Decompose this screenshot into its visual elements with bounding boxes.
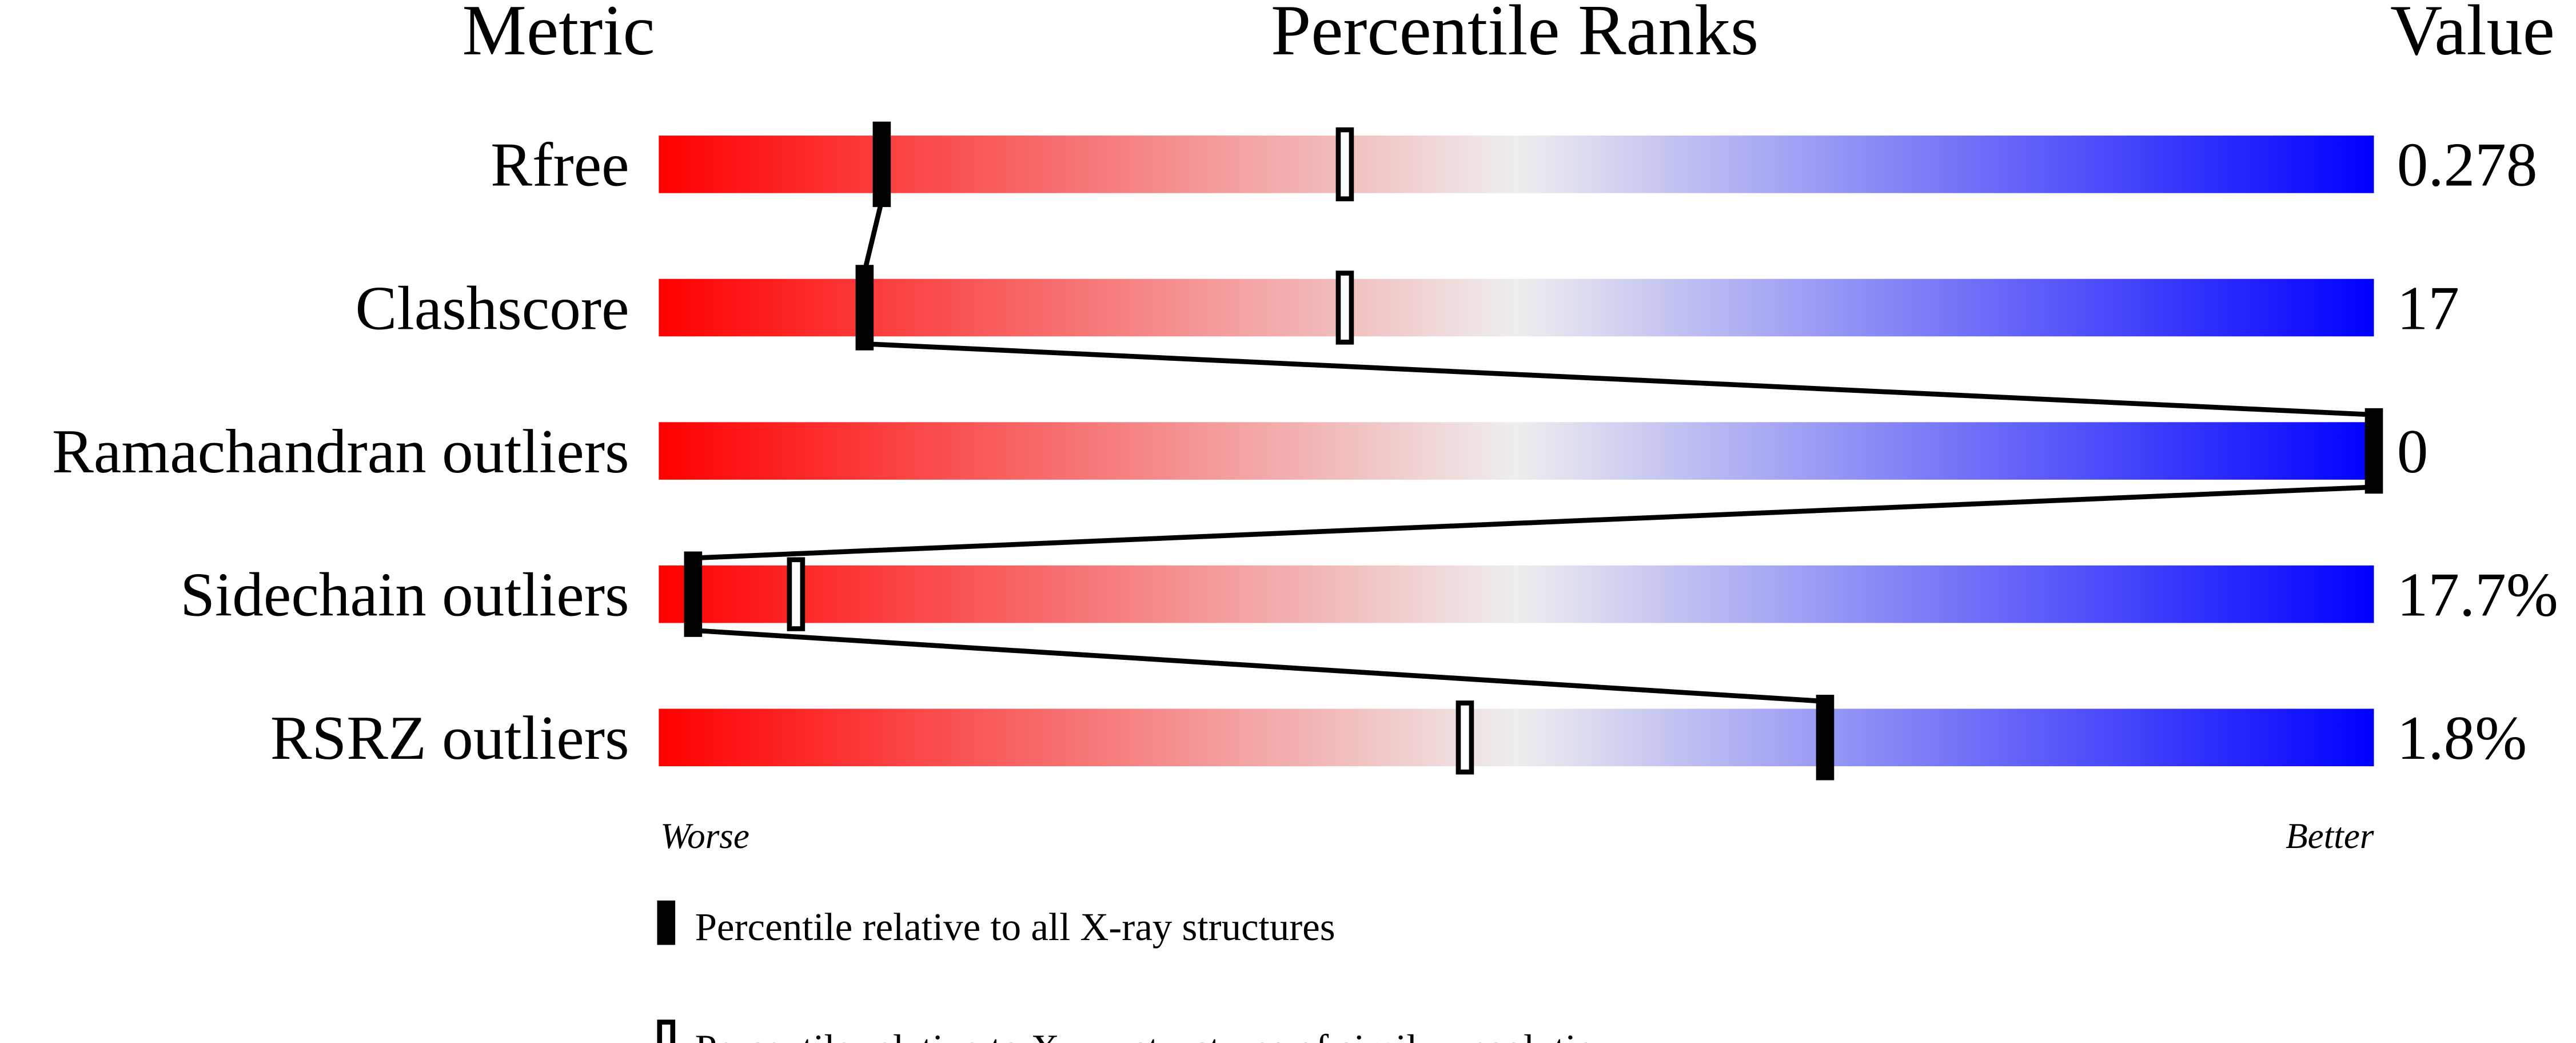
header-value: Value (2390, 0, 2555, 70)
axis-label-worse: Worse (660, 816, 749, 856)
marker-similar-resolution (787, 557, 806, 631)
metric-label: RSRZ outliers (270, 703, 629, 773)
metric-value: 17.7% (2397, 560, 2558, 630)
marker-similar-resolution (1335, 127, 1354, 202)
percentile-bar (659, 136, 2374, 193)
marker-all-structures (684, 551, 703, 637)
connector-line (862, 200, 884, 272)
legend-label-all: Percentile relative to all X-ray structu… (695, 905, 1335, 949)
metric-label: Sidechain outliers (180, 560, 629, 630)
percentile-bar (659, 422, 2374, 480)
percentile-bar (659, 708, 2374, 767)
axis-label-better: Better (2286, 816, 2374, 856)
metric-value: 0.278 (2397, 130, 2538, 200)
header-metric: Metric (462, 0, 655, 70)
metric-label: Clashscore (356, 273, 629, 343)
percentile-bar (659, 565, 2374, 623)
metric-value: 0 (2397, 417, 2429, 486)
connector-line (864, 341, 2374, 417)
marker-all-structures (855, 265, 874, 351)
marker-similar-resolution (1335, 270, 1354, 345)
metric-label: Rfree (491, 130, 629, 200)
legend-label-similar: Percentile relative to X-ray structures … (695, 1026, 1616, 1043)
metric-label: Ramachandran outliers (52, 417, 629, 486)
metric-value: 17 (2397, 273, 2459, 343)
marker-similar-resolution (1456, 700, 1474, 775)
legend-filled-marker (657, 900, 676, 945)
connector-line (693, 484, 2374, 561)
marker-all-structures (1816, 695, 1835, 781)
connector-line (693, 628, 1825, 704)
percentile-bar (659, 278, 2374, 337)
legend-hollow-marker (657, 1020, 676, 1043)
marker-all-structures (2364, 408, 2383, 494)
header-percentile-ranks: Percentile Ranks (1271, 0, 1758, 70)
marker-all-structures (872, 121, 891, 208)
metric-value: 1.8% (2397, 703, 2527, 773)
